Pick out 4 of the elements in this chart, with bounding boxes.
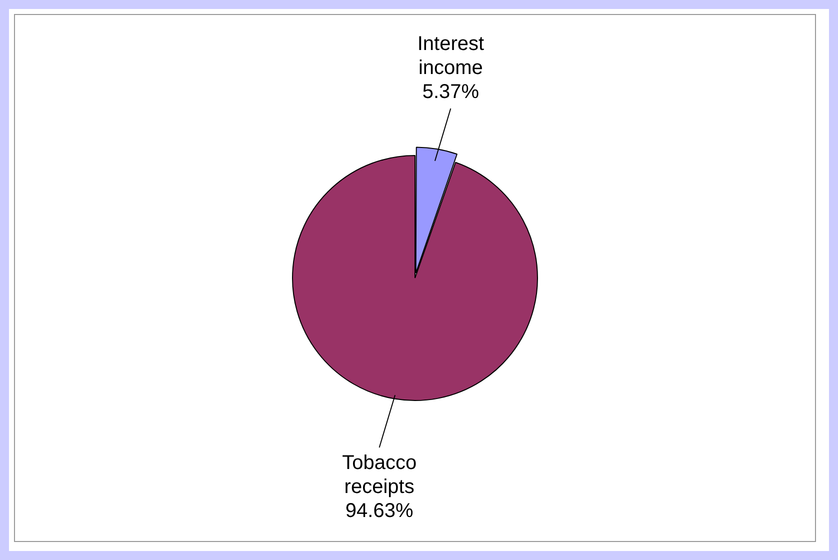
data-label: 94.63%: [345, 500, 414, 522]
slice-label: Interest income: [417, 33, 484, 80]
data-label: 5.37%: [422, 81, 480, 104]
slice-label: Tobacco receipts: [342, 452, 417, 498]
